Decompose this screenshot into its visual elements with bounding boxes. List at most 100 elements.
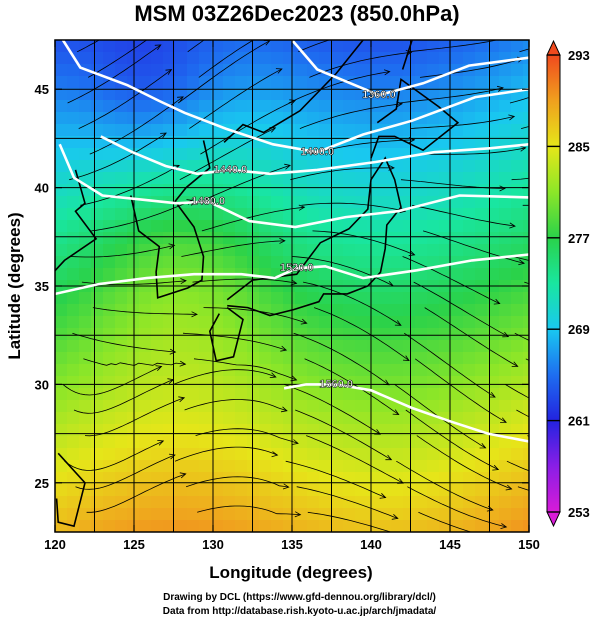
field-cell xyxy=(523,460,529,473)
field-cell xyxy=(271,208,284,221)
field-cell xyxy=(319,448,332,461)
field-cell xyxy=(427,184,440,197)
field-cell xyxy=(355,52,368,65)
field-cell xyxy=(103,100,116,113)
field-cell xyxy=(211,232,224,245)
field-cell xyxy=(319,316,332,329)
field-cell xyxy=(319,328,332,341)
field-cell xyxy=(355,196,368,209)
field-cell xyxy=(223,88,236,101)
x-axis-label: Longitude (degrees) xyxy=(209,563,372,582)
y-tick-label: 45 xyxy=(35,82,49,97)
field-cell xyxy=(259,460,272,473)
field-cell xyxy=(499,172,512,185)
field-cell xyxy=(487,160,500,173)
field-cell xyxy=(211,64,224,77)
field-cell xyxy=(259,316,272,329)
field-cell xyxy=(367,292,380,305)
field-cell xyxy=(475,52,488,65)
field-cell xyxy=(511,100,524,113)
field-cell xyxy=(523,520,529,532)
field-cell xyxy=(139,232,152,245)
field-cell xyxy=(187,472,200,485)
field-cell xyxy=(127,436,140,449)
field-cell xyxy=(139,520,152,532)
field-cell xyxy=(55,112,68,125)
field-cell xyxy=(523,436,529,449)
field-cell xyxy=(379,76,392,89)
field-cell xyxy=(391,364,404,377)
field-cell xyxy=(451,88,464,101)
streamline-arrow xyxy=(280,406,288,413)
field-cell xyxy=(259,148,272,161)
credit-data: Data from http://database.rish.kyoto-u.a… xyxy=(162,606,437,617)
field-cell xyxy=(139,292,152,305)
field-cell xyxy=(391,496,404,509)
field-cell xyxy=(379,508,392,521)
coastline xyxy=(55,452,86,528)
field-cell xyxy=(331,496,344,509)
field-cell xyxy=(79,448,92,461)
field-cell xyxy=(175,484,188,497)
streamline xyxy=(67,44,162,104)
colorbar-tick-label: 261 xyxy=(568,414,590,429)
field-cell xyxy=(307,400,320,413)
field-cell xyxy=(463,472,476,485)
field-cell xyxy=(139,52,152,65)
field-cell xyxy=(67,328,80,341)
field-cell xyxy=(427,328,440,341)
field-cell xyxy=(259,100,272,113)
field-cell xyxy=(295,196,308,209)
field-cell xyxy=(511,40,524,53)
streamline-arrow xyxy=(191,311,198,318)
streamline-arrow xyxy=(391,514,399,520)
contour-line xyxy=(283,383,529,443)
field-cell xyxy=(175,520,188,532)
field-cell xyxy=(511,124,524,137)
field-cell xyxy=(283,448,296,461)
field-cell xyxy=(115,496,128,509)
field-cell xyxy=(163,340,176,353)
field-cell xyxy=(307,364,320,377)
streamline-arrow xyxy=(479,443,487,449)
field-cell xyxy=(343,352,356,365)
streamline xyxy=(414,358,507,423)
field-cell xyxy=(427,208,440,221)
field-cell xyxy=(391,40,404,53)
field-cell xyxy=(211,520,224,532)
streamline-arrow xyxy=(177,96,184,103)
field-cell xyxy=(211,160,224,173)
field-cell xyxy=(103,328,116,341)
field-cell xyxy=(115,436,128,449)
field-cell xyxy=(319,472,332,485)
field-cell xyxy=(187,256,200,269)
field-cell xyxy=(427,388,440,401)
field-cell xyxy=(451,436,464,449)
field-cell xyxy=(391,52,404,65)
field-cell xyxy=(79,472,92,485)
field-cell xyxy=(511,400,524,413)
field-cell xyxy=(175,40,188,53)
field-cell xyxy=(295,52,308,65)
field-cell xyxy=(295,76,308,89)
field-cell xyxy=(259,40,272,53)
field-cell xyxy=(247,244,260,257)
field-cell xyxy=(295,508,308,521)
field-cell xyxy=(343,124,356,137)
field-cell xyxy=(427,160,440,173)
field-cell xyxy=(103,364,116,377)
field-cell xyxy=(283,148,296,161)
field-cell xyxy=(247,112,260,125)
x-tick-label: 120 xyxy=(44,537,66,552)
field-cell xyxy=(187,436,200,449)
field-cell xyxy=(259,508,272,521)
field-cell xyxy=(487,484,500,497)
field-cell xyxy=(391,160,404,173)
field-cell xyxy=(523,472,529,485)
field-cell xyxy=(223,244,236,257)
field-cell xyxy=(403,340,416,353)
field-cell xyxy=(175,52,188,65)
x-tick-label: 140 xyxy=(360,537,382,552)
field-cell xyxy=(319,112,332,125)
streamline-arrow xyxy=(298,204,306,211)
